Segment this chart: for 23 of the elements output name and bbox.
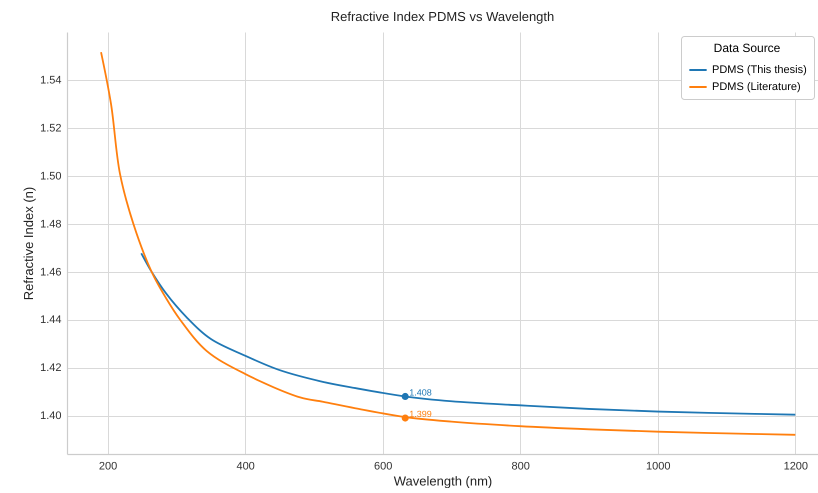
x-tick-label: 1200 xyxy=(784,460,808,472)
chart-title: Refractive Index PDMS vs Wavelength xyxy=(330,9,554,24)
data-label: 1.399 xyxy=(409,409,432,420)
x-tick-label: 400 xyxy=(236,460,255,472)
x-tick-label: 600 xyxy=(374,460,392,472)
y-tick-label: 1.54 xyxy=(40,74,62,86)
y-tick-label: 1.48 xyxy=(40,218,62,230)
y-tick-label: 1.46 xyxy=(40,266,62,278)
y-tick-label: 1.40 xyxy=(40,410,62,422)
x-tick-label: 1000 xyxy=(646,460,670,472)
y-tick-label: 1.52 xyxy=(40,122,62,134)
line-series xyxy=(140,252,796,416)
legend-label: PDMS (Literature) xyxy=(712,81,801,93)
legend-label: PDMS (This thesis) xyxy=(712,64,807,76)
y-tick-label: 1.50 xyxy=(40,170,62,182)
legend-title: Data Source xyxy=(714,41,781,55)
x-tick-label: 800 xyxy=(512,460,530,472)
x-axis-title: Wavelength (nm) xyxy=(394,474,492,488)
x-tick-label: 200 xyxy=(98,460,118,472)
y-axis-title: Refractive Index (n) xyxy=(21,186,36,300)
y-tick-label: 1.44 xyxy=(40,314,62,326)
data-label: 1.408 xyxy=(409,387,432,398)
y-tick-label: 1.42 xyxy=(40,362,62,374)
